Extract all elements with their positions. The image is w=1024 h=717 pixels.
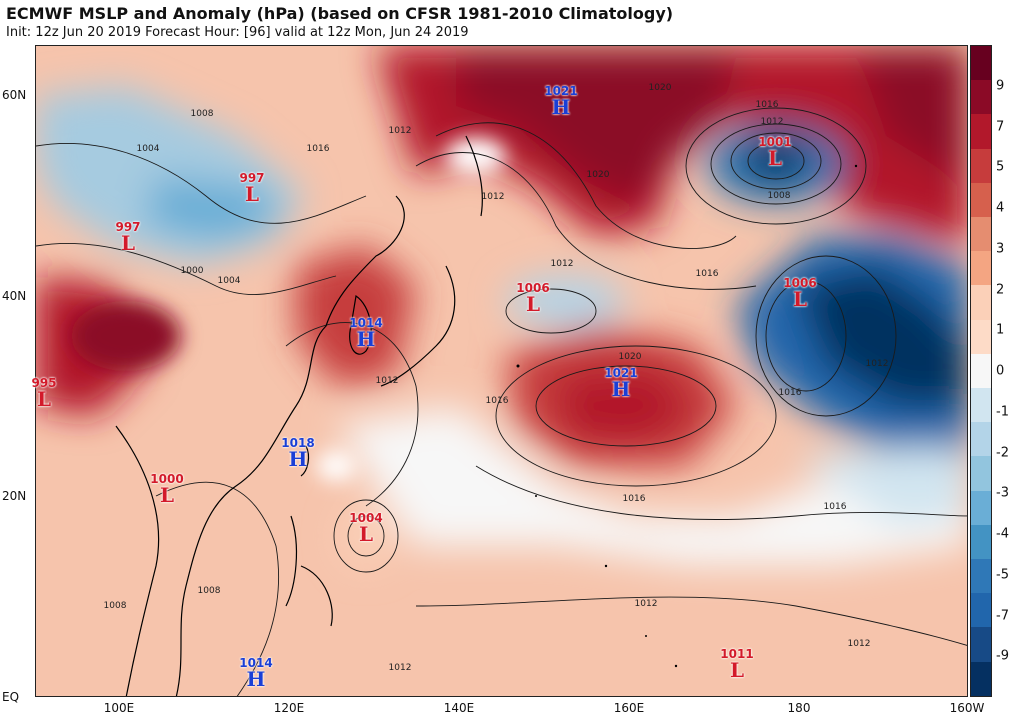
- high-pressure-center: 1021 H: [604, 366, 638, 401]
- isobar-label: 1016: [695, 269, 719, 279]
- isobar-label: 1004: [217, 276, 241, 286]
- isobar-label: 1016: [485, 396, 509, 406]
- isobar-label: 1012: [550, 259, 574, 269]
- colorbar-segment: [971, 490, 991, 525]
- isobar-label: 1008: [197, 586, 221, 596]
- colorbar-segment: [971, 559, 991, 594]
- lon-label: 100E: [103, 701, 135, 715]
- isobar-label: 1020: [618, 352, 642, 362]
- isobar-label: 1012: [865, 359, 889, 369]
- islands: [516, 164, 858, 668]
- isobar-label: 1012: [760, 117, 784, 127]
- colorbar-segment: [971, 456, 991, 491]
- isobar-label: 1016: [306, 144, 330, 154]
- isobar-label: 1020: [586, 170, 610, 180]
- colorbar-segment: [971, 524, 991, 560]
- low-pressure-center: 1006 L: [516, 281, 550, 316]
- colorbar-segment: [971, 182, 991, 218]
- colorbar-segment: [971, 422, 991, 457]
- colorbar-tick: 5: [996, 159, 1005, 175]
- isobar-label: 1012: [481, 192, 505, 202]
- isobar-label: 1020: [648, 83, 672, 93]
- colorbar-tick: 7: [996, 119, 1005, 135]
- low-pressure-center: 1001 L: [758, 135, 792, 170]
- isobar-label: 1012: [388, 663, 412, 673]
- colorbar-tick: 0: [996, 363, 1005, 379]
- lat-label: 60N: [2, 88, 27, 102]
- colorbar-segment: [971, 46, 991, 81]
- lon-label: 140E: [443, 701, 475, 715]
- colorbar-segment: [971, 661, 991, 696]
- colorbar-tick: -3: [996, 485, 1009, 501]
- isobars: [36, 107, 967, 696]
- low-pressure-center: 995 L: [31, 376, 57, 411]
- isobar-label: 1016: [778, 388, 802, 398]
- isobar-label: 1004: [136, 144, 160, 154]
- colorbar-segment: [971, 319, 991, 354]
- isobar-label: 1012: [634, 599, 658, 609]
- anomaly-detail: [71, 138, 506, 481]
- colorbar-segment: [971, 251, 991, 286]
- isobar-label: 1016: [755, 100, 779, 110]
- high-pressure-center: 1014 H: [349, 316, 383, 351]
- lon-label: 120E: [273, 701, 305, 715]
- colorbar-segment: [971, 353, 991, 389]
- isobar-label: 1008: [103, 601, 127, 611]
- low-pressure-center: 1000 L: [150, 472, 184, 507]
- isobar-label: 1016: [823, 502, 847, 512]
- colorbar-segment: [971, 80, 991, 115]
- low-pressure-center: 1011 L: [720, 647, 754, 682]
- coastlines: [115, 135, 483, 696]
- colorbar-tick: -9: [996, 648, 1009, 664]
- low-pressure-center: 1004 L: [349, 511, 383, 546]
- colorbar-tick: 1: [996, 322, 1005, 338]
- map-title: ECMWF MSLP and Anomaly (hPa) (based on C…: [6, 4, 674, 23]
- colorbar-tick: -5: [996, 567, 1009, 583]
- lon-label: 160E: [613, 701, 645, 715]
- colorbar-segment: [971, 388, 991, 423]
- lat-label: EQ: [2, 690, 20, 704]
- isobar-label: 1016: [622, 494, 646, 504]
- high-pressure-center: 1018 H: [281, 436, 315, 471]
- isobar-label: 1008: [767, 191, 791, 201]
- low-pressure-center: 1006 L: [783, 276, 817, 311]
- isobar-label: 1012: [388, 126, 412, 136]
- colorbar-segment: [971, 217, 991, 252]
- colorbar-segment: [971, 627, 991, 662]
- colorbar-segment: [971, 114, 991, 149]
- high-pressure-center: 1014 H: [239, 656, 273, 691]
- lat-label: 20N: [2, 489, 27, 503]
- lon-label: 160W: [949, 701, 985, 715]
- colorbar: [970, 45, 992, 697]
- isobar-label: 1012: [847, 639, 871, 649]
- colorbar-segment: [971, 148, 991, 183]
- isobar-label: 1012: [375, 376, 399, 386]
- anomaly-field: [36, 46, 967, 566]
- colorbar-segment: [971, 285, 991, 320]
- colorbar-tick: 4: [996, 200, 1005, 216]
- colorbar-tick: 9: [996, 78, 1005, 94]
- colorbar-tick: -2: [996, 445, 1009, 461]
- colorbar-segment: [971, 593, 991, 628]
- low-pressure-center: 997 L: [239, 171, 265, 206]
- map-subtitle: Init: 12z Jun 20 2019 Forecast Hour: [96…: [6, 25, 469, 40]
- colorbar-tick: -1: [996, 404, 1009, 420]
- lat-label: 40N: [2, 289, 27, 303]
- colorbar-tick: -4: [996, 526, 1009, 542]
- anomaly-map: [36, 46, 967, 696]
- colorbar-tick: 2: [996, 282, 1005, 298]
- map-area: [35, 45, 968, 697]
- isobar-label: 1008: [190, 109, 214, 119]
- isobar-label: 1000: [180, 266, 204, 276]
- lon-label: 180: [787, 701, 811, 715]
- low-pressure-center: 997 L: [115, 220, 141, 255]
- high-pressure-center: 1021 H: [544, 84, 578, 119]
- colorbar-tick: -7: [996, 608, 1009, 624]
- colorbar-tick: 3: [996, 241, 1005, 257]
